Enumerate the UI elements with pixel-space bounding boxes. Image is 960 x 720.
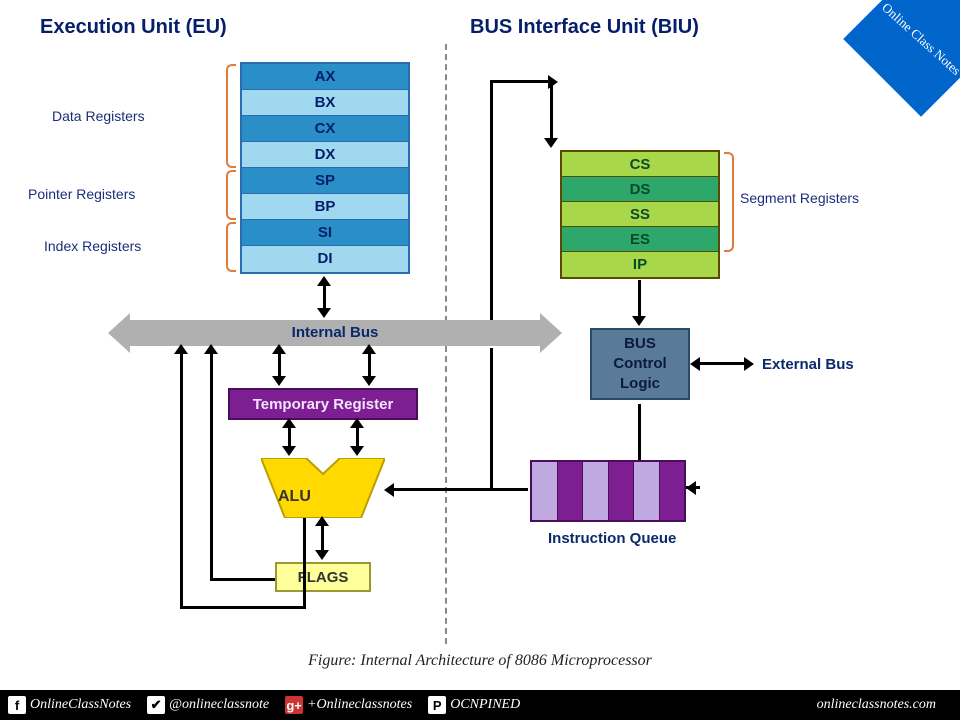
footer-site: onlineclassnotes.com (817, 697, 936, 713)
reg-cx: CX (242, 116, 408, 142)
footer-facebook: f OnlineClassNotes (8, 696, 131, 714)
label-idx-reg: Index Registers (44, 238, 141, 254)
reg-cs: CS (562, 152, 718, 177)
reg-ds: DS (562, 177, 718, 202)
footer-tw-text: @onlineclassnote (169, 697, 269, 713)
iq-cell (532, 462, 558, 520)
bracket-seg-reg (724, 152, 734, 252)
bracket-data-reg (226, 64, 236, 168)
temporary-register: Temporary Register (228, 388, 418, 420)
bus-ctrl-line3: Logic (620, 375, 660, 392)
bus-ctrl-line2: Control (613, 355, 666, 372)
iq-cell (660, 462, 685, 520)
reg-ss: SS (562, 202, 718, 227)
bus-arrow-right (540, 313, 562, 353)
eu-register-stack: AX BX CX DX SP BP SI DI (240, 62, 410, 274)
iq-cell (583, 462, 609, 520)
label-data-reg: Data Registers (52, 108, 145, 124)
corner-badge: Online Class Notes (843, 0, 960, 117)
title-eu: Execution Unit (EU) (40, 16, 227, 39)
pinterest-icon: P (428, 696, 446, 714)
bracket-idx-reg (226, 222, 236, 272)
footer-gplus: g+ +Onlineclassnotes (285, 696, 412, 714)
twitter-icon: ✔ (147, 696, 165, 714)
title-biu: BUS Interface Unit (BIU) (470, 16, 699, 39)
bus-arrow-left (108, 313, 130, 353)
figure-caption: Figure: Internal Architecture of 8086 Mi… (0, 652, 960, 670)
footer-fb-text: OnlineClassNotes (30, 697, 131, 713)
footer-twitter: ✔ @onlineclassnote (147, 696, 269, 714)
iq-cell (634, 462, 660, 520)
reg-dx: DX (242, 142, 408, 168)
instruction-queue (530, 460, 686, 522)
facebook-icon: f (8, 696, 26, 714)
footer-pinterest: P OCNPINED (428, 696, 520, 714)
internal-bus: Internal Bus (130, 320, 540, 346)
iq-cell (609, 462, 635, 520)
external-bus-label: External Bus (762, 356, 854, 373)
reg-es: ES (562, 227, 718, 252)
reg-ip: IP (562, 252, 718, 277)
alu-label: ALU (278, 488, 311, 506)
iq-cell (558, 462, 584, 520)
reg-ax: AX (242, 64, 408, 90)
footer-bar: f OnlineClassNotes ✔ @onlineclassnote g+… (0, 690, 960, 720)
reg-bx: BX (242, 90, 408, 116)
gplus-icon: g+ (285, 696, 303, 714)
bus-ctrl-line1: BUS (624, 335, 656, 352)
bus-control-logic: BUS Control Logic (590, 328, 690, 400)
footer-gp-text: +Onlineclassnotes (307, 697, 412, 713)
instruction-queue-label: Instruction Queue (548, 530, 676, 547)
flags-register: FLAGS (275, 562, 371, 592)
reg-di: DI (242, 246, 408, 272)
reg-bp: BP (242, 194, 408, 220)
reg-sp: SP (242, 168, 408, 194)
corner-badge-text: Online Class Notes (879, 0, 960, 78)
bracket-ptr-reg (226, 170, 236, 220)
footer-pin-text: OCNPINED (450, 697, 520, 713)
reg-si: SI (242, 220, 408, 246)
label-ptr-reg: Pointer Registers (28, 186, 135, 202)
label-seg-reg: Segment Registers (740, 190, 859, 206)
biu-register-stack: CS DS SS ES IP (560, 150, 720, 279)
